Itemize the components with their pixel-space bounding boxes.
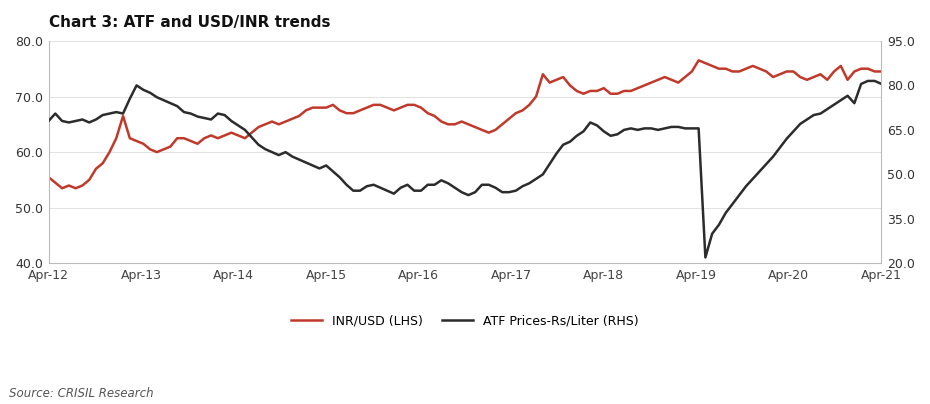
INR/USD (LHS) [206,133,217,138]
Line: INR/USD (LHS): INR/USD (LHS) [48,60,882,188]
INR/USD (LHS) [416,105,427,110]
INR/USD (LHS) [294,114,305,118]
Text: Source: CRISIL Research: Source: CRISIL Research [9,387,154,400]
ATF Prices-Rs/Liter (RHS) [49,111,60,116]
ATF Prices-Rs/Liter (RHS) [408,188,419,193]
ATF Prices-Rs/Liter (RHS) [524,181,535,186]
Legend: INR/USD (LHS), ATF Prices-Rs/Liter (RHS): INR/USD (LHS), ATF Prices-Rs/Liter (RHS) [286,309,644,332]
ATF Prices-Rs/Liter (RHS) [286,154,298,159]
INR/USD (LHS) [876,69,887,74]
INR/USD (LHS) [57,186,68,191]
Text: Chart 3: ATF and USD/INR trends: Chart 3: ATF and USD/INR trends [48,15,330,30]
ATF Prices-Rs/Liter (RHS) [199,116,210,120]
INR/USD (LHS) [49,180,60,185]
Line: ATF Prices-Rs/Liter (RHS): ATF Prices-Rs/Liter (RHS) [48,81,882,257]
INR/USD (LHS) [104,150,115,155]
ATF Prices-Rs/Liter (RHS) [43,118,54,123]
ATF Prices-Rs/Liter (RHS) [876,82,887,86]
ATF Prices-Rs/Liter (RHS) [699,255,711,260]
INR/USD (LHS) [693,58,704,63]
INR/USD (LHS) [530,94,541,99]
ATF Prices-Rs/Liter (RHS) [97,113,108,118]
ATF Prices-Rs/Liter (RHS) [862,78,873,83]
INR/USD (LHS) [43,175,54,179]
